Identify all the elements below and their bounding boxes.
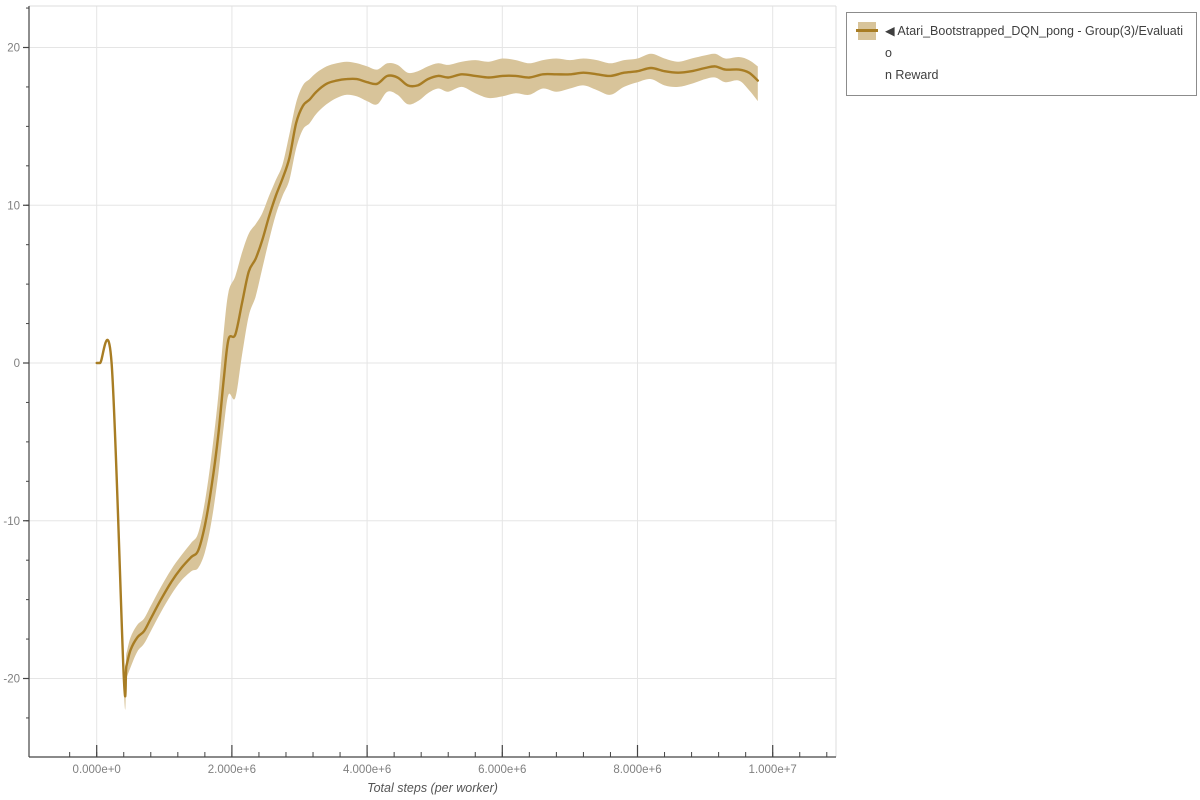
legend-label-line1: ◀ Atari_Bootstrapped_DQN_pong - Group(3)… — [885, 24, 1183, 60]
y-tick-label: 10 — [7, 200, 20, 212]
plot-frame — [29, 5, 837, 757]
gridlines — [29, 6, 836, 757]
line-swatch — [856, 29, 878, 32]
x-axis-title: Total steps (per worker) — [367, 781, 498, 795]
x-tick-label: 6.000e+6 — [478, 764, 526, 776]
axes — [28, 6, 836, 758]
y-tick-label: 20 — [7, 43, 20, 55]
legend: ◀ Atari_Bootstrapped_DQN_pong - Group(3)… — [846, 12, 1197, 96]
x-tick-label: 1.000e+7 — [749, 764, 797, 776]
tick-marks — [23, 7, 828, 757]
y-tick-label: -20 — [3, 674, 20, 686]
legend-label-line2: n Reward — [885, 68, 939, 82]
y-tick-labels: 20 10 0 -10 -20 — [3, 43, 20, 686]
legend-label: ◀ Atari_Bootstrapped_DQN_pong - Group(3)… — [885, 20, 1186, 86]
x-tick-label: 2.000e+6 — [208, 764, 256, 776]
series-swatch-icon — [856, 21, 878, 41]
y-tick-label: -10 — [3, 516, 20, 528]
x-tick-label: 8.000e+6 — [613, 764, 661, 776]
reward-line — [95, 65, 759, 698]
x-tick-label: 4.000e+6 — [343, 764, 391, 776]
x-tick-label: 0.000e+0 — [73, 764, 121, 776]
y-tick-label: 0 — [14, 358, 20, 370]
x-tick-labels: 0.000e+0 2.000e+6 4.000e+6 6.000e+6 8.000e+6… — [73, 764, 797, 776]
confidence-band — [96, 53, 758, 710]
legend-item[interactable]: ◀ Atari_Bootstrapped_DQN_pong - Group(3)… — [856, 20, 1186, 86]
